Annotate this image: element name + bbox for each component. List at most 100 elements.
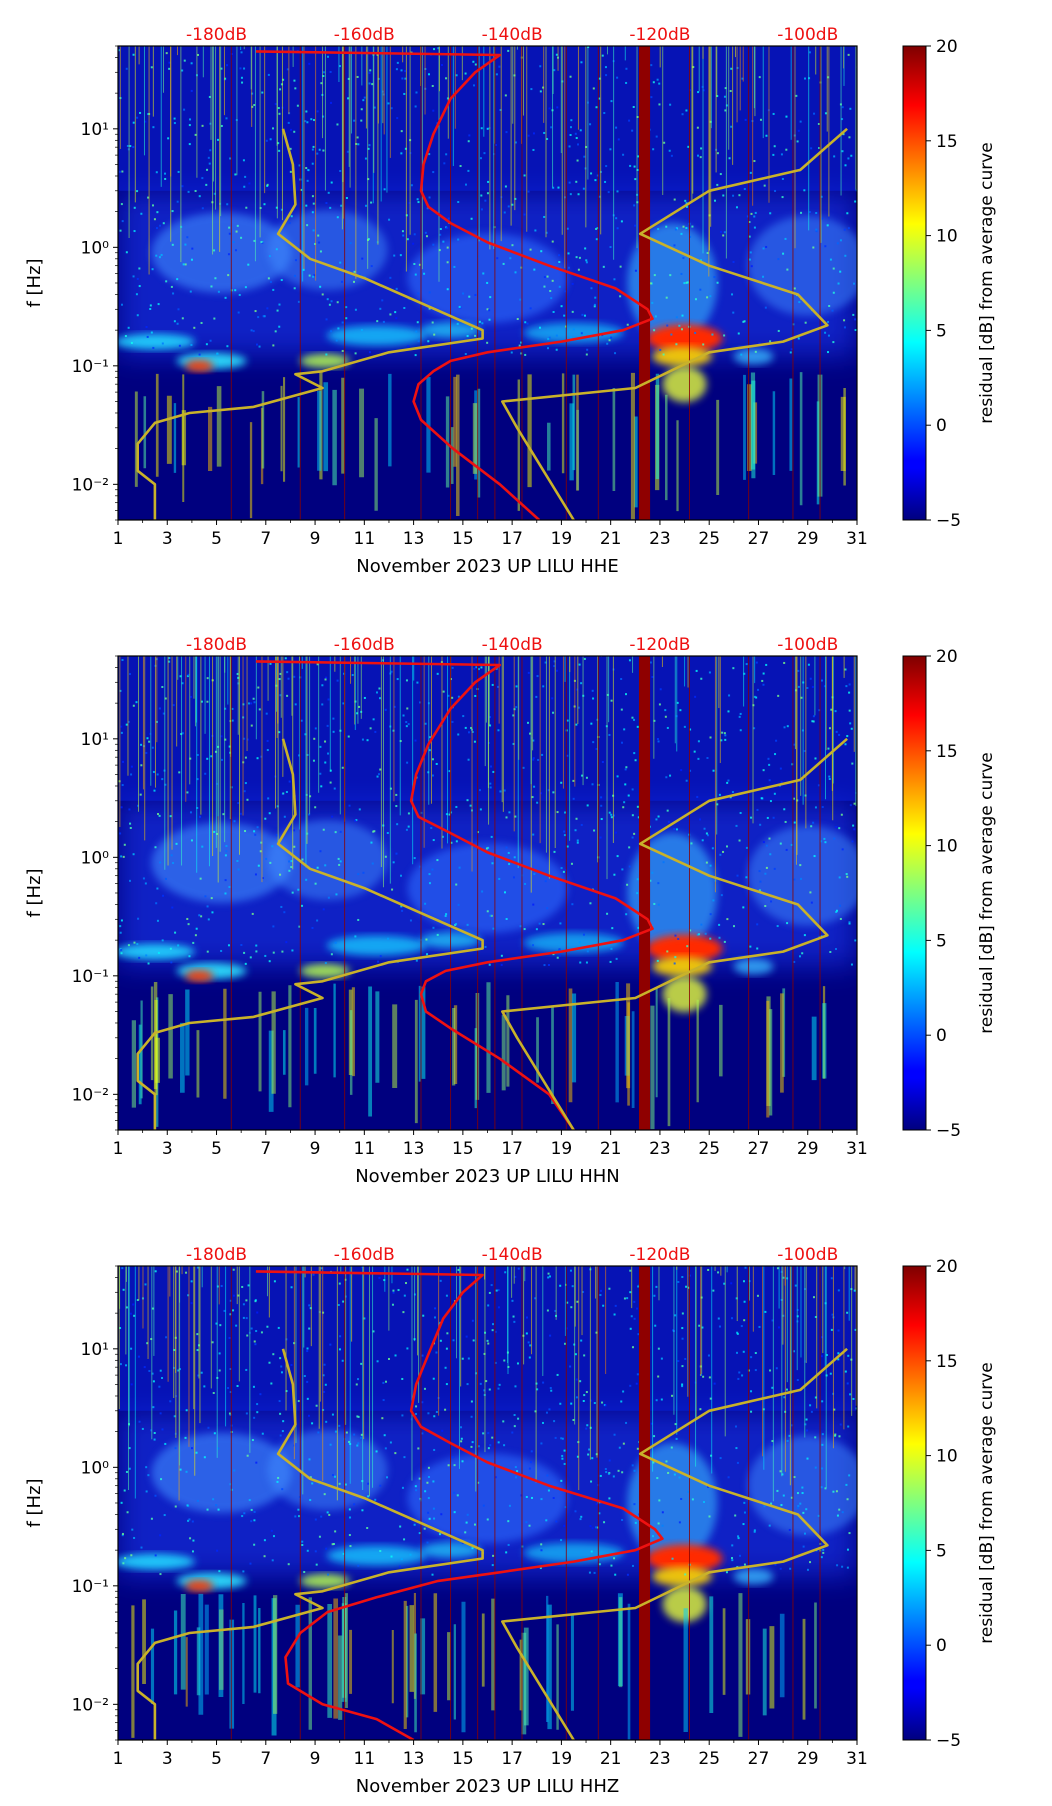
- noise-model-low-curve: [136, 1348, 484, 1740]
- colorbar-tick-label: 20: [936, 647, 958, 667]
- x-tick-label: 1: [113, 1139, 124, 1159]
- top-db-label: -100dB: [777, 635, 838, 655]
- x-tick-label: 19: [551, 1139, 573, 1159]
- x-tick-label: 11: [354, 1749, 376, 1769]
- x-tick-label: 27: [748, 1139, 770, 1159]
- x-tick-label: 17: [501, 1139, 523, 1159]
- colorbar-tick-label: 20: [936, 1257, 958, 1277]
- x-tick-label: 27: [748, 529, 770, 549]
- x-tick-label: 23: [649, 529, 671, 549]
- colorbar-tick-label: 5: [936, 321, 947, 341]
- x-tick-label: 27: [748, 1749, 770, 1769]
- x-tick-label: 13: [403, 1139, 425, 1159]
- y-tick-label: 10¹: [81, 120, 109, 140]
- x-tick-label: 23: [649, 1749, 671, 1769]
- x-tick-label: 1: [113, 529, 124, 549]
- y-tick-label: 10⁻²: [72, 475, 109, 495]
- noise-model-high-curve: [500, 127, 848, 520]
- spectrogram-image: [118, 46, 857, 520]
- x-tick-label: 5: [211, 529, 222, 549]
- psd-average-curve: [255, 50, 654, 520]
- x-tick-label: 9: [310, 1749, 321, 1769]
- top-db-label: -160dB: [334, 1245, 395, 1265]
- data-gap-band: [638, 1266, 651, 1740]
- colorbar-label: residual [dB] from average curve: [977, 142, 997, 423]
- top-db-label: -100dB: [777, 25, 838, 45]
- x-tick-label: 25: [698, 529, 720, 549]
- colorbar-tick-label: 20: [936, 37, 958, 57]
- x-tick-label: 11: [354, 1139, 376, 1159]
- y-tick-label: 10⁻¹: [72, 1577, 109, 1597]
- x-tick-label: 19: [551, 529, 573, 549]
- y-axis-label: f [Hz]: [24, 868, 45, 917]
- psd-average-curve: [255, 1270, 664, 1740]
- top-db-label: -140dB: [482, 635, 543, 655]
- data-gap-band: [638, 656, 651, 1130]
- colorbar-tick-label: 10: [936, 837, 958, 857]
- colorbar-tick-label: 15: [936, 132, 958, 152]
- noise-model-low-curve: [136, 738, 484, 1130]
- data-gap-band: [638, 46, 651, 520]
- spectrogram-panel-2: 1 3 5 7 9 11 13 15 17 19 21 23 25 27 29 3110¹10⁰10⁻¹10⁻…: [24, 635, 868, 1187]
- x-tick-label: 9: [310, 1139, 321, 1159]
- x-tick-label: 31: [846, 1139, 868, 1159]
- top-db-label: -180dB: [186, 1245, 247, 1265]
- colorbar-label: residual [dB] from average curve: [977, 1362, 997, 1643]
- colorbar-3: 20 15 10 5 0 −5 residual [dB] from average cur…: [902, 1257, 997, 1751]
- top-db-label: -160dB: [334, 635, 395, 655]
- colorbar-gradient: [902, 45, 927, 521]
- x-tick-label: 5: [211, 1749, 222, 1769]
- y-tick-label: 10⁰: [81, 848, 110, 868]
- top-db-label: -120dB: [629, 635, 690, 655]
- top-db-label: -160dB: [334, 25, 395, 45]
- colorbar-tick-label: −5: [936, 1731, 961, 1751]
- spectrogram-texture: [118, 1266, 857, 1740]
- colorbar-gradient: [902, 1265, 927, 1741]
- x-tick-label: 7: [260, 1139, 271, 1159]
- x-tick-label: 3: [162, 1139, 173, 1159]
- x-tick-label: 3: [162, 1749, 173, 1769]
- x-tick-label: 29: [797, 1749, 819, 1769]
- spectrogram-panel-1: 1 3 5 7 9 11 13 15 17 19 21 23 25 27 29 3110¹10⁰10⁻¹10⁻…: [24, 25, 868, 577]
- y-axis-label: f [Hz]: [24, 258, 45, 307]
- y-tick-label: 10⁻²: [72, 1085, 109, 1105]
- x-tick-label: 17: [501, 529, 523, 549]
- x-tick-label: 7: [260, 1749, 271, 1769]
- colorbar-tick-label: 15: [936, 742, 958, 762]
- y-tick-label: 10¹: [81, 1340, 109, 1360]
- spectrogram-panel-3: 1 3 5 7 9 11 13 15 17 19 21 23 25 27 29 3110¹10⁰10⁻¹10⁻…: [24, 1245, 868, 1797]
- y-tick-label: 10⁻¹: [72, 357, 109, 377]
- x-tick-label: 19: [551, 1749, 573, 1769]
- noise-model-high-curve: [500, 737, 848, 1130]
- x-tick-label: 31: [846, 529, 868, 549]
- x-tick-label: 13: [403, 529, 425, 549]
- y-tick-label: 10⁻²: [72, 1695, 109, 1715]
- x-tick-label: 11: [354, 529, 376, 549]
- top-db-label: -140dB: [482, 1245, 543, 1265]
- colorbar-2: 20 15 10 5 0 −5 residual [dB] from average cur…: [902, 647, 997, 1141]
- x-tick-label: 21: [600, 529, 622, 549]
- x-tick-label: 1: [113, 1749, 124, 1769]
- x-tick-label: 5: [211, 1139, 222, 1159]
- x-tick-label: 15: [452, 529, 474, 549]
- x-tick-label: 17: [501, 1749, 523, 1769]
- x-tick-label: 21: [600, 1139, 622, 1159]
- y-tick-label: 10⁻¹: [72, 967, 109, 987]
- y-tick-label: 10⁰: [81, 1458, 110, 1478]
- colorbar-tick-label: 5: [936, 931, 947, 951]
- spectrogram-image: [118, 1266, 857, 1740]
- top-db-label: -180dB: [186, 635, 247, 655]
- colorbar-1: 20 15 10 5 0 −5 residual [dB] from average cur…: [902, 37, 997, 531]
- x-tick-label: 3: [162, 529, 173, 549]
- x-tick-label: 9: [310, 529, 321, 549]
- x-tick-label: 7: [260, 529, 271, 549]
- top-db-label: -120dB: [629, 25, 690, 45]
- colorbar-tick-label: 10: [936, 1447, 958, 1467]
- top-db-label: -140dB: [482, 25, 543, 45]
- top-db-label: -100dB: [777, 1245, 838, 1265]
- x-tick-label: 29: [797, 1139, 819, 1159]
- noise-model-low-curve: [136, 128, 484, 520]
- x-tick-label: 31: [846, 1749, 868, 1769]
- y-axis-label: f [Hz]: [24, 1478, 45, 1527]
